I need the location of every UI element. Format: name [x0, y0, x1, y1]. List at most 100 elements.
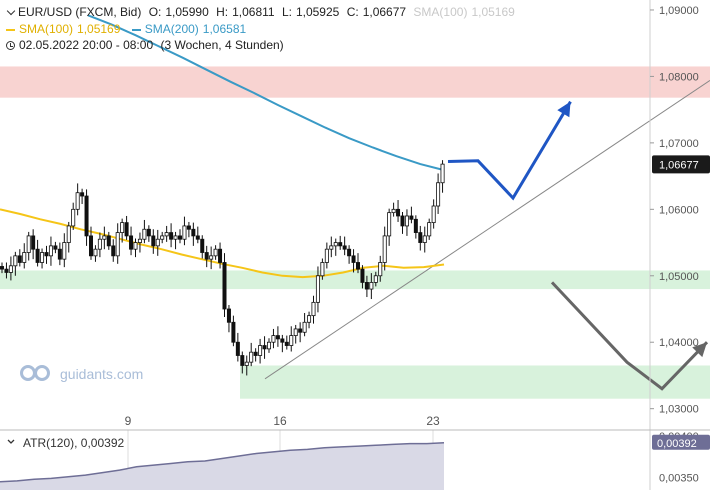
indicator-legend: SMA(100) 1,05169 SMA(200) 1,06581	[6, 22, 250, 36]
candle-body	[120, 222, 125, 233]
candle-body	[40, 252, 45, 263]
candle-body	[347, 248, 352, 257]
candle-body	[249, 351, 254, 363]
candle-body	[97, 238, 102, 250]
candle-body	[57, 248, 62, 260]
bearish-projection-arrow-head	[692, 342, 707, 358]
candle-body	[200, 238, 205, 253]
guidants-logo: guidants.com	[20, 365, 143, 383]
candle-body	[209, 255, 214, 260]
candle-body	[111, 245, 116, 257]
sma100-line	[0, 208, 445, 279]
candle-body	[89, 235, 94, 257]
candle-body	[387, 212, 392, 237]
atr-value-badge	[652, 434, 710, 450]
sma100-swatch	[6, 28, 15, 31]
close-value: 1,06677	[362, 5, 407, 19]
candle-body	[235, 341, 240, 356]
guidants-logo-icon	[20, 365, 54, 383]
candle-body	[302, 321, 307, 333]
trendline[interactable]	[264, 79, 710, 380]
candle-body	[289, 335, 294, 346]
candle-body	[204, 252, 209, 260]
candle-body	[93, 248, 98, 257]
candle-body	[360, 268, 365, 283]
candle-body	[106, 235, 111, 247]
candle-body	[271, 335, 276, 343]
candle-body	[44, 252, 49, 257]
sma200-value: 1,06581	[202, 22, 247, 36]
candle-body	[258, 345, 263, 356]
candle-body	[373, 275, 378, 283]
candle-body	[413, 218, 418, 233]
candle-body	[436, 182, 441, 207]
open-label: O:	[148, 5, 162, 19]
open-value: 1,05990	[165, 5, 209, 19]
sma100-label[interactable]: SMA(100)	[19, 22, 74, 36]
candle-body	[329, 245, 334, 250]
candle-body	[173, 235, 178, 240]
candle-body	[129, 235, 134, 250]
price-axis[interactable]: 1,09000 1,08000 1,07000 1,06000 1,05000 1,040…	[649, 0, 710, 490]
candle-body	[342, 245, 347, 250]
atr-line	[0, 442, 445, 483]
candle-body	[355, 262, 360, 270]
candle-body	[26, 235, 31, 253]
candle-body	[137, 238, 142, 243]
candle-body	[307, 315, 312, 323]
candle-body	[75, 192, 80, 210]
candle-body	[133, 242, 138, 250]
time-range: 02.05.2022 20:00 - 08:00	[19, 38, 154, 52]
candle-body	[151, 235, 156, 247]
candle-body	[369, 282, 374, 290]
candle-body	[396, 208, 401, 217]
candle-body	[431, 205, 436, 224]
candle-body	[275, 335, 280, 340]
candle-body	[404, 215, 409, 227]
candle-body	[382, 235, 387, 263]
candle-body	[422, 235, 427, 243]
candle-body	[35, 248, 40, 263]
sma200-label[interactable]: SMA(200)	[144, 22, 199, 36]
candle-body	[266, 341, 271, 350]
projection-arrows[interactable]	[447, 100, 709, 391]
moving-averages	[0, 14, 445, 279]
candle-body	[66, 225, 71, 243]
candle-body	[169, 232, 174, 240]
candle-body	[182, 225, 187, 240]
candle-body	[146, 228, 151, 237]
high-value: 1,06811	[232, 5, 275, 19]
candle-body	[351, 255, 356, 263]
candle-body	[324, 248, 329, 263]
candle-body	[338, 242, 343, 247]
candle-body	[8, 265, 13, 273]
candle-body	[440, 163, 445, 184]
close-label: C:	[346, 5, 359, 19]
candle-body	[253, 351, 258, 356]
sma100-value: 1,05169	[77, 22, 121, 36]
candle-body	[71, 208, 76, 227]
candle-body	[84, 195, 89, 237]
ascending-trendline	[264, 79, 710, 380]
candle-body	[391, 208, 396, 214]
chevron-down-icon[interactable]	[7, 439, 15, 444]
price-tick-label: 1,09000	[659, 5, 699, 17]
atr-area	[0, 442, 444, 490]
candle-body	[31, 235, 36, 250]
time-axis[interactable]: 9 16 23	[0, 414, 710, 431]
time-duration: (3 Wochen, 4 Stunden)	[160, 38, 284, 52]
price-tick-label: 1,07000	[659, 138, 699, 150]
candle-body	[62, 242, 67, 260]
logo-text: guidants.com	[60, 366, 144, 382]
sma100-faded-value: 1,05169	[471, 5, 515, 19]
price-tick-label: 1,03000	[659, 404, 699, 416]
candle-body	[22, 252, 27, 263]
candle-body	[218, 248, 223, 263]
candle-body	[124, 222, 129, 237]
chevron-down-icon[interactable]	[6, 6, 16, 16]
candle-body	[222, 262, 227, 310]
bullish-projection-arrow-head	[557, 101, 571, 118]
candle-body	[48, 245, 53, 257]
